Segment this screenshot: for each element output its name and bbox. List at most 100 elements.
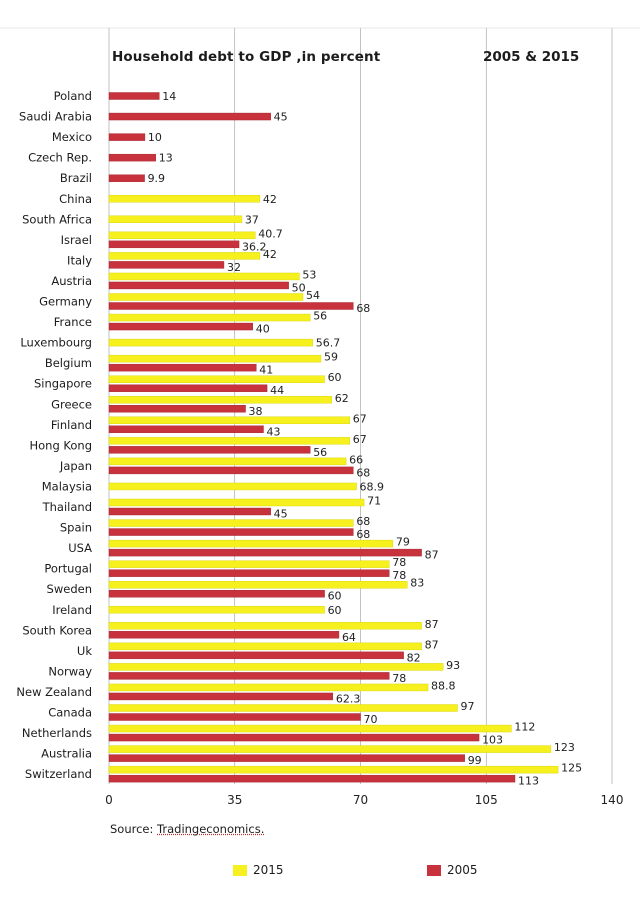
category-label: Austria [51,274,92,288]
value-label: 10 [148,131,162,144]
bars [108,92,559,783]
value-label: 62 [335,392,349,405]
value-label: 87 [425,549,439,562]
category-label: Singapore [34,377,92,391]
bar-2005 [108,174,145,182]
bar-2005 [108,281,289,290]
value-label: 14 [162,90,176,103]
bar-2015 [108,252,261,260]
category-label: Mexico [52,130,92,144]
x-axis-ticks: 0 35 70 105 140 [105,793,623,807]
value-label: 99 [468,754,482,767]
legend-swatch-2015 [233,864,247,876]
bar-2015 [108,354,322,363]
category-label: Czech Rep. [28,151,92,165]
bar-2015 [108,683,429,692]
value-label: 9.9 [148,172,166,185]
bar-2005 [108,153,156,162]
category-label: Portugal [44,562,92,576]
category-label: New Zealand [16,685,92,699]
value-label: 56 [313,446,327,459]
value-label: 56 [313,310,327,323]
chart-subtitle: 2005 & 2015 [483,49,580,65]
value-label: 70 [364,713,378,726]
value-label: 59 [324,351,338,364]
bar-2005 [108,713,361,721]
bar-2005 [108,692,334,701]
legend-label-2005: 2005 [447,863,478,877]
value-label: 83 [410,577,424,590]
category-label: China [59,192,92,206]
category-label: Greece [51,397,92,411]
bar-2015 [108,396,332,404]
bar-2005 [108,569,390,577]
category-label: South Korea [22,623,92,637]
bar-2005 [108,548,422,557]
category-label: Uk [77,644,92,658]
value-label: 41 [259,364,273,377]
value-label: 32 [227,261,241,274]
value-label: 78 [392,672,406,685]
value-label: 42 [263,193,277,206]
value-label: 64 [342,631,356,644]
bar-2005 [108,754,465,762]
value-label: 125 [561,762,582,775]
bar-2015 [108,642,422,651]
bar-2015 [108,765,559,774]
value-label: 78 [392,569,406,582]
value-label: 87 [425,618,439,631]
value-label: 82 [407,651,421,664]
bar-2005 [108,631,340,639]
category-label: USA [68,541,92,555]
bar-2015 [108,724,512,733]
bar-2005 [108,363,257,372]
bar-2005 [108,405,246,413]
value-label: 44 [270,384,284,397]
category-label: France [54,315,92,329]
category-label: Japan [59,459,92,473]
value-label: 97 [461,700,475,713]
bar-2005 [108,261,225,269]
value-label: 87 [425,638,439,651]
category-label: Thailand [42,500,92,514]
bar-2015 [108,457,347,466]
x-tick-label: 35 [227,793,242,807]
bar-2015 [108,231,256,240]
value-label: 112 [514,721,535,734]
value-label: 50 [292,281,306,294]
category-label: Sweden [47,582,92,596]
value-label: 38 [249,405,263,418]
value-label: 60 [328,604,342,617]
bar-2015 [108,272,300,281]
value-label: 53 [302,268,316,281]
bar-2015 [108,581,408,589]
value-label: 67 [353,412,367,425]
value-label: 88.8 [431,679,456,692]
x-tick-label: 70 [353,793,368,807]
category-label: Luxembourg [20,336,92,350]
bar-2015 [108,606,325,614]
value-label: 123 [554,741,575,754]
x-tick-label: 140 [601,793,624,807]
bar-2015 [108,663,444,671]
value-label: 68.9 [360,480,385,493]
bar-2005 [108,528,354,536]
legend-item-2015: 2015 [233,863,284,877]
bar-2005 [108,112,271,121]
legend-swatch-2005 [427,864,441,876]
bar-2005 [108,446,311,454]
value-label: 68 [356,466,370,479]
bar-2005 [108,92,160,100]
value-label: 93 [446,659,460,672]
bar-2005 [108,133,146,141]
category-label: Switzerland [25,767,92,781]
bar-2005 [108,384,268,392]
x-tick-label: 105 [475,793,498,807]
bar-2015 [108,519,354,527]
bar-2015 [108,293,304,301]
value-label: 40.7 [258,227,283,240]
bar-2015 [108,622,422,630]
value-label: 103 [482,734,503,747]
x-tick-label: 0 [105,793,113,807]
bar-2015 [108,704,458,712]
